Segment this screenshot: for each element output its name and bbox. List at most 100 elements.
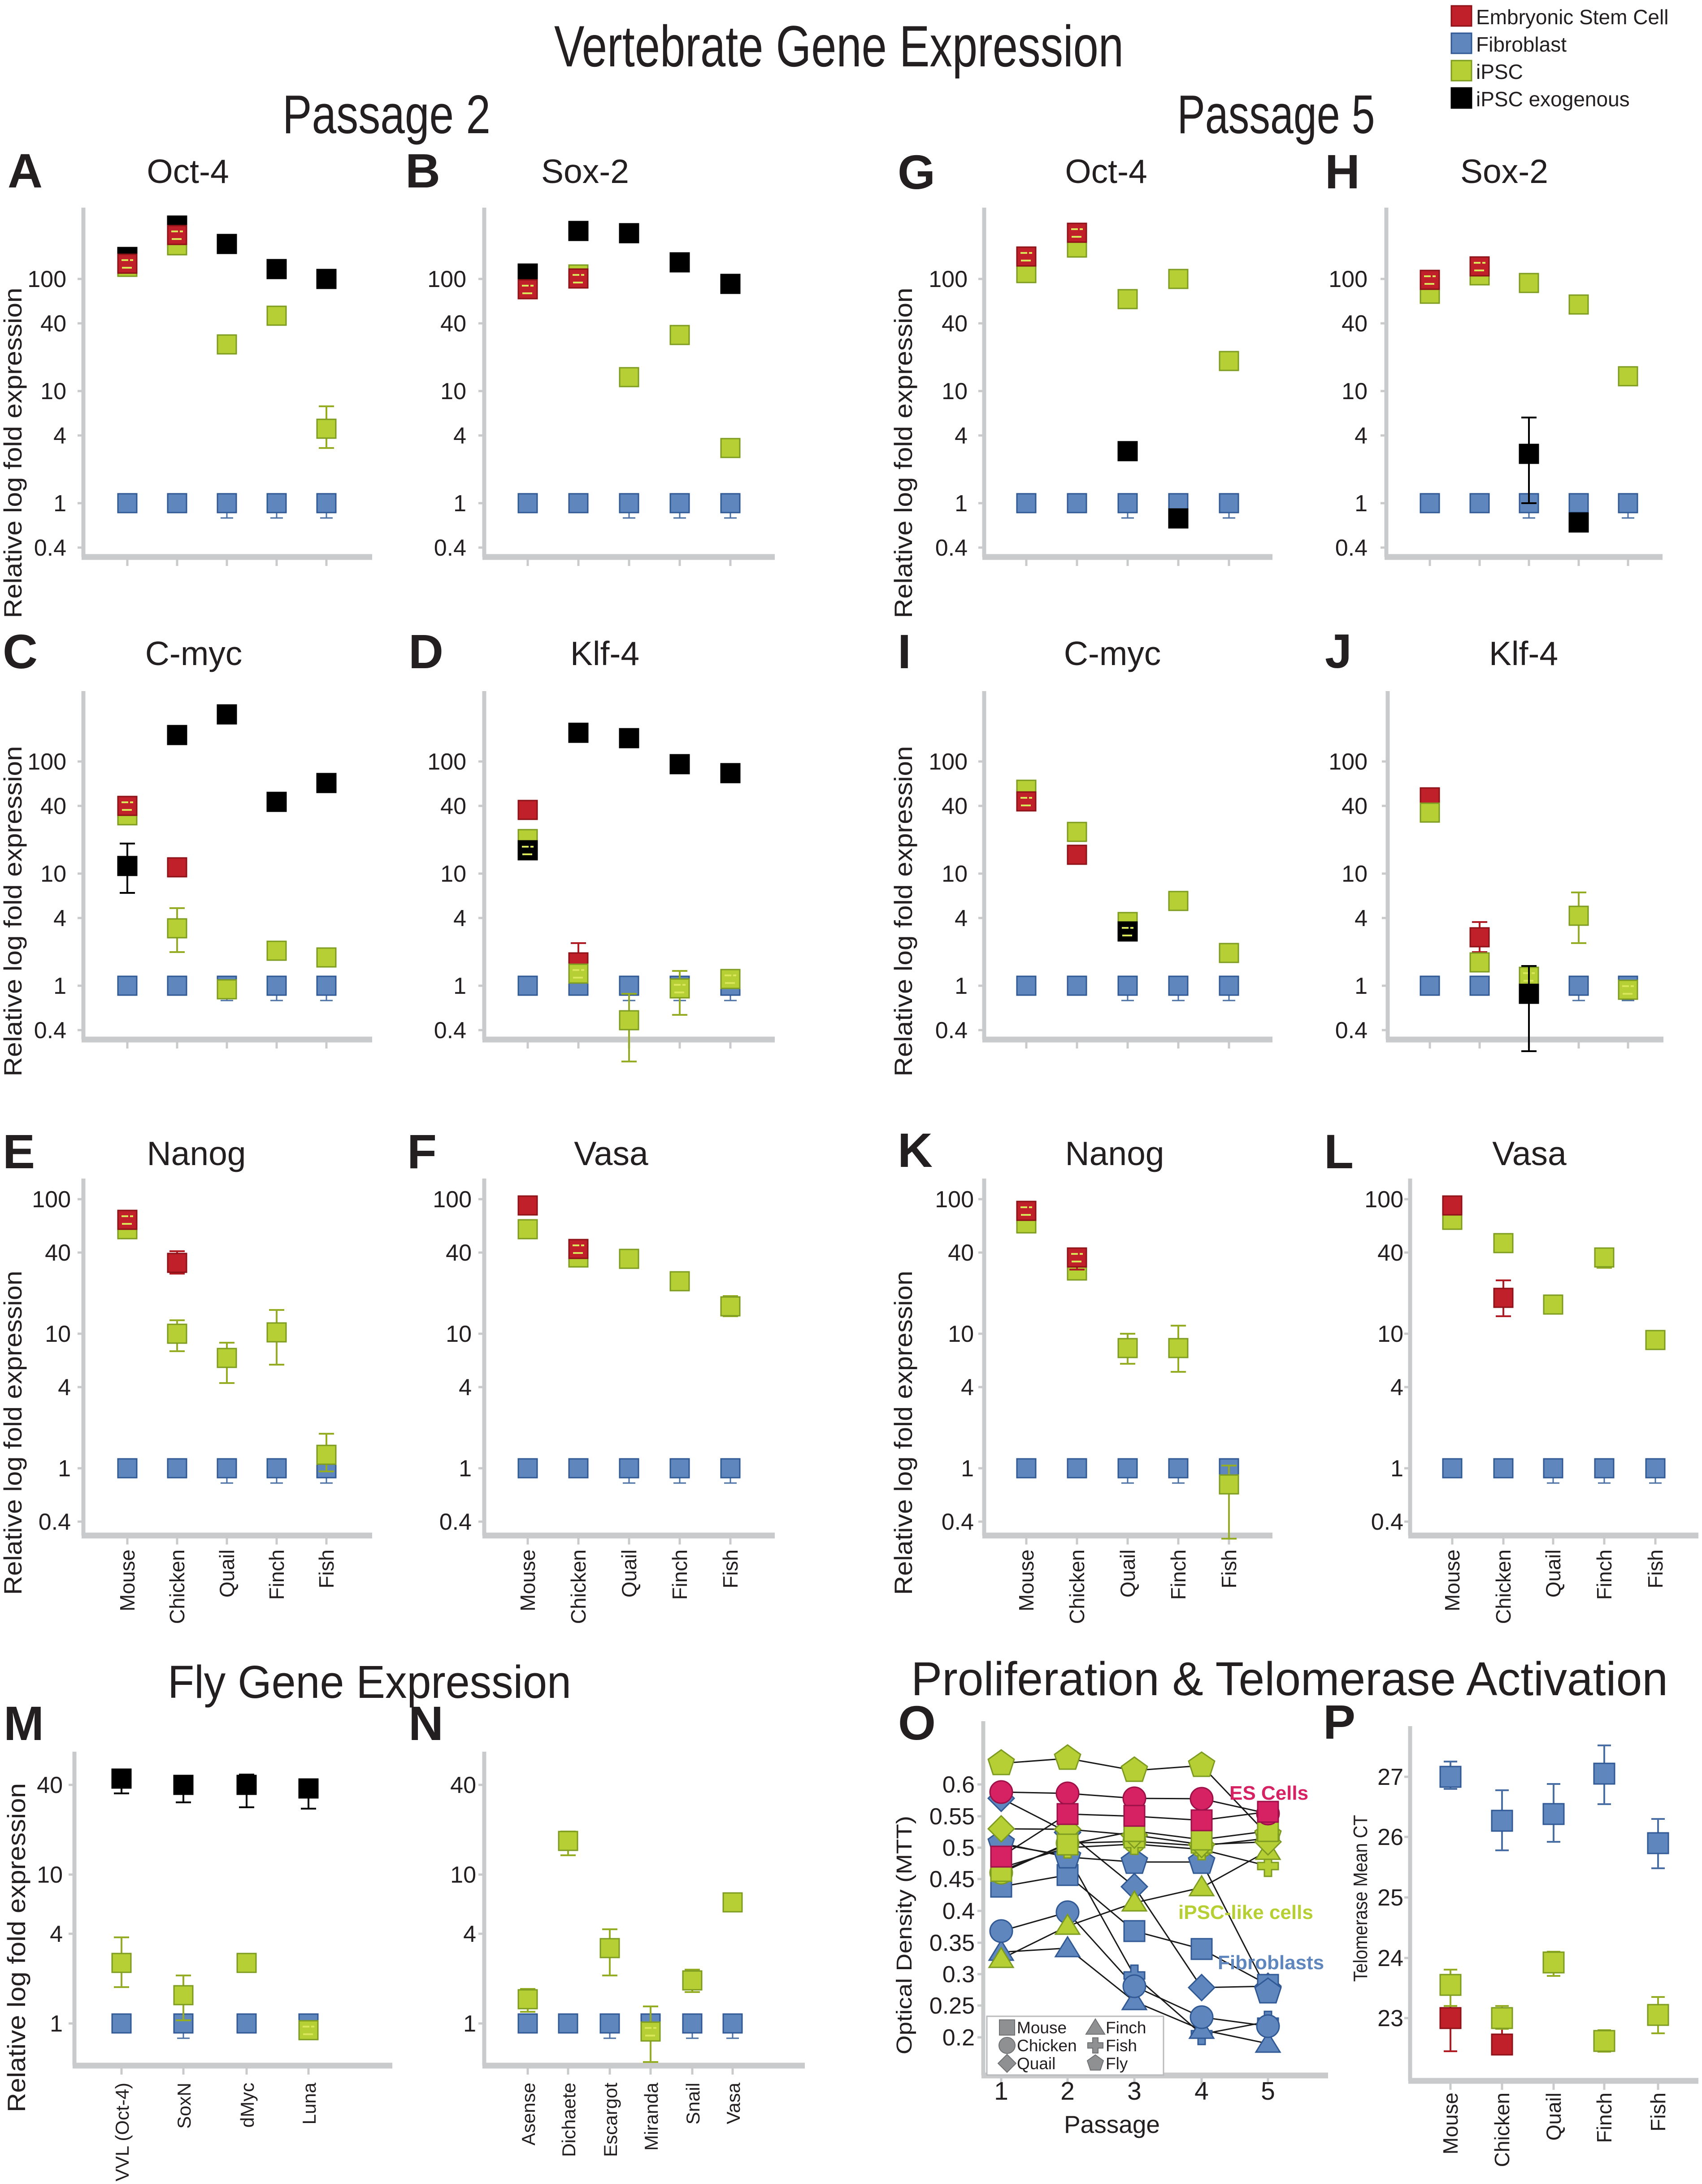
svg-text:24: 24 <box>1377 1945 1403 1971</box>
svg-text:40: 40 <box>1342 793 1368 819</box>
svg-text:Relative log fold expression: Relative log fold expression <box>889 288 917 618</box>
svg-text:40: 40 <box>1342 311 1368 337</box>
svg-text:Relative log fold expression: Relative log fold expression <box>0 288 27 618</box>
svg-text:Optical Density (MTT): Optical Density (MTT) <box>893 1816 916 2054</box>
svg-text:Mouse: Mouse <box>1015 1549 1038 1611</box>
svg-text:0.4: 0.4 <box>942 1509 974 1535</box>
svg-text:C-myc: C-myc <box>145 635 243 672</box>
svg-text:10: 10 <box>942 379 968 405</box>
svg-text:4: 4 <box>955 423 968 449</box>
svg-text:10: 10 <box>40 861 66 887</box>
svg-text:Asense: Asense <box>518 2083 539 2145</box>
svg-text:Fish: Fish <box>719 1549 742 1588</box>
svg-text:4: 4 <box>459 1375 472 1401</box>
svg-text:0.4: 0.4 <box>39 1509 71 1535</box>
svg-text:Sox-2: Sox-2 <box>1460 152 1548 190</box>
svg-text:Passage 5: Passage 5 <box>1177 84 1375 145</box>
svg-text:10: 10 <box>446 1321 472 1347</box>
svg-text:1: 1 <box>994 2077 1008 2106</box>
svg-text:Passage 2: Passage 2 <box>282 84 491 145</box>
svg-text:Oct-4: Oct-4 <box>147 152 229 190</box>
svg-text:1: 1 <box>955 491 968 517</box>
svg-text:M: M <box>4 1696 44 1750</box>
svg-text:Relative log fold expression: Relative log fold expression <box>889 746 917 1077</box>
svg-text:100: 100 <box>935 1187 974 1213</box>
svg-text:E: E <box>3 1124 35 1179</box>
svg-text:Mouse: Mouse <box>116 1549 139 1611</box>
svg-text:Sox-2: Sox-2 <box>541 152 629 190</box>
svg-text:100: 100 <box>929 266 968 292</box>
svg-text:J: J <box>1325 624 1352 678</box>
svg-text:0.25: 0.25 <box>929 1993 975 2019</box>
svg-text:Proliferation & Telomerase Act: Proliferation & Telomerase Activation <box>911 1653 1668 1705</box>
svg-text:Quail: Quail <box>617 1549 641 1597</box>
svg-text:N: N <box>408 1696 443 1750</box>
svg-text:100: 100 <box>929 749 968 775</box>
svg-text:10: 10 <box>1377 1321 1403 1347</box>
svg-text:Fibroblast: Fibroblast <box>1476 33 1567 56</box>
svg-text:4: 4 <box>453 423 466 449</box>
svg-text:SoxN: SoxN <box>174 2083 195 2129</box>
svg-text:100: 100 <box>427 266 466 292</box>
svg-text:4: 4 <box>1355 423 1368 449</box>
svg-text:27: 27 <box>1377 1764 1403 1790</box>
svg-text:1: 1 <box>961 1456 974 1482</box>
svg-text:10: 10 <box>45 1321 71 1347</box>
svg-text:3: 3 <box>1127 2077 1142 2106</box>
svg-text:100: 100 <box>27 749 66 775</box>
svg-text:100: 100 <box>433 1187 472 1213</box>
svg-text:Chicken: Chicken <box>1017 2036 1077 2055</box>
svg-text:Oct-4: Oct-4 <box>1065 152 1147 190</box>
svg-text:10: 10 <box>450 1862 476 1888</box>
svg-text:Mouse: Mouse <box>1439 2093 1462 2154</box>
svg-text:B: B <box>405 144 440 198</box>
svg-text:Finch: Finch <box>1593 1549 1616 1600</box>
svg-text:40: 40 <box>948 1240 974 1266</box>
svg-text:40: 40 <box>40 793 66 819</box>
svg-text:1: 1 <box>1355 491 1368 517</box>
svg-text:4: 4 <box>50 1921 63 1947</box>
svg-text:10: 10 <box>948 1321 974 1347</box>
svg-text:40: 40 <box>440 311 466 337</box>
svg-text:iPSC: iPSC <box>1476 60 1523 83</box>
svg-text:Finch: Finch <box>668 1549 691 1600</box>
svg-text:ES Cells: ES Cells <box>1229 1782 1308 1804</box>
svg-text:0.4: 0.4 <box>434 535 466 561</box>
svg-text:Fly: Fly <box>1106 2054 1128 2073</box>
svg-text:40: 40 <box>1377 1240 1403 1266</box>
svg-text:4: 4 <box>961 1375 974 1401</box>
svg-text:Relative log fold expression: Relative log fold expression <box>0 746 27 1077</box>
svg-text:C-myc: C-myc <box>1064 635 1161 672</box>
svg-text:Relative log fold expression: Relative log fold expression <box>2 1783 30 2112</box>
svg-text:Chicken: Chicken <box>1492 1549 1515 1624</box>
svg-text:Relative log fold expression: Relative log fold expression <box>889 1271 917 1595</box>
svg-text:1: 1 <box>1390 1456 1403 1482</box>
svg-text:0.4: 0.4 <box>942 1898 975 1924</box>
svg-text:100: 100 <box>32 1187 71 1213</box>
svg-text:P: P <box>1323 1695 1355 1749</box>
svg-text:26: 26 <box>1377 1824 1403 1850</box>
svg-text:40: 40 <box>40 311 66 337</box>
svg-text:0.3: 0.3 <box>942 1962 975 1988</box>
svg-text:40: 40 <box>440 793 466 819</box>
svg-text:0.55: 0.55 <box>929 1804 975 1830</box>
svg-text:Chicken: Chicken <box>1065 1549 1089 1624</box>
svg-text:10: 10 <box>942 861 968 887</box>
svg-text:40: 40 <box>942 311 968 337</box>
svg-text:40: 40 <box>446 1240 472 1266</box>
svg-text:2: 2 <box>1060 2077 1075 2106</box>
svg-text:0.4: 0.4 <box>34 535 66 561</box>
svg-text:Fish: Fish <box>1217 1549 1241 1588</box>
svg-text:G: G <box>898 145 935 199</box>
svg-text:Passage: Passage <box>1064 2110 1160 2138</box>
svg-text:1: 1 <box>453 491 466 517</box>
svg-text:40: 40 <box>37 1772 63 1798</box>
svg-text:0.6: 0.6 <box>942 1772 975 1798</box>
svg-text:0.4: 0.4 <box>1371 1509 1403 1535</box>
svg-text:I: I <box>898 624 911 679</box>
svg-text:VVL (Oct-4): VVL (Oct-4) <box>112 2083 133 2181</box>
svg-text:D: D <box>408 624 443 679</box>
svg-text:Escargot: Escargot <box>600 2083 621 2157</box>
svg-text:Quail: Quail <box>1017 2054 1055 2073</box>
svg-text:100: 100 <box>1329 749 1368 775</box>
